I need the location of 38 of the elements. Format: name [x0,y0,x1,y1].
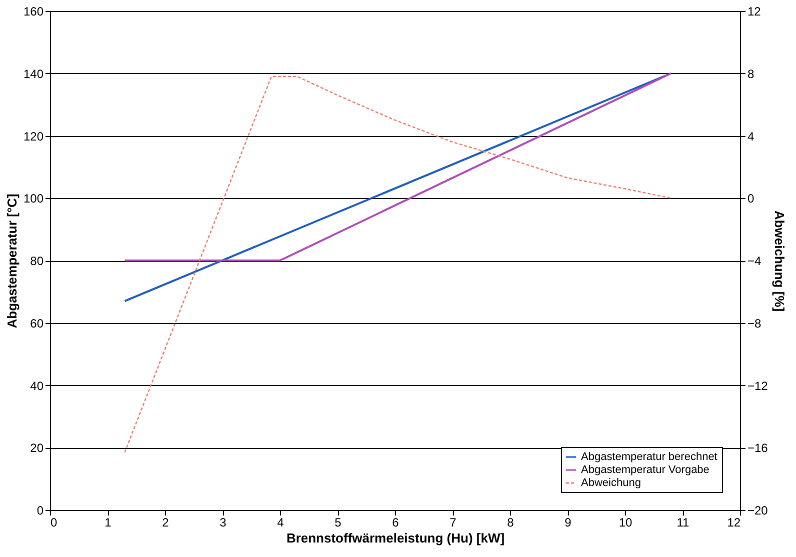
y2-tick-label: −20 [748,504,768,518]
y-tick-label: 160 [23,4,44,18]
y2-tick-label: −16 [748,441,768,456]
y2-tick-label: 0 [748,192,754,206]
y2-tick-label: −12 [748,378,768,393]
y-tick-label: 0 [36,504,44,518]
x-tick-label: 1 [104,516,112,530]
y2-axis-title: Abweichung [%] [772,210,787,312]
y-axis-title: Abgastemperatur [°C] [4,194,20,328]
x-tick-label: 3 [220,516,227,530]
x-tick-label: 4 [277,516,284,530]
y-tick-label: 80 [30,254,44,268]
y-tick-label: 40 [30,378,44,393]
y-tick-label: 60 [30,316,44,330]
x-tick-label: 10 [618,516,632,530]
y-tick-label: 140 [23,66,44,81]
y2-tick-label: 4 [748,129,754,144]
x-axis-title: Brennstoffwärmeleistung (Hu) [kW] [286,530,505,546]
legend-label: Abgastemperatur berechnet [581,451,718,463]
x-tick-label: 7 [450,516,457,530]
y2-tick-label: 8 [748,66,754,81]
x-tick-label: 12 [727,516,741,530]
x-tick-label: 6 [392,516,400,530]
y-tick-label: 20 [30,441,44,456]
y2-tick-label: −8 [748,316,762,330]
x-tick-label: 8 [507,516,514,530]
y2-tick-label: 12 [748,4,762,18]
legend-label: Abgastemperatur Vorgabe [581,464,710,476]
x-tick-label: 5 [334,516,342,530]
x-tick-label: 0 [50,516,58,530]
x-tick-label: 2 [162,516,170,530]
x-tick-label: 9 [564,516,572,530]
y-tick-label: 120 [23,129,44,144]
y-tick-label: 100 [23,192,44,206]
legend-label: Abweichung [581,477,641,489]
x-tick-label: 11 [676,516,690,530]
line-series [124,76,672,453]
y2-tick-label: −4 [748,254,762,268]
